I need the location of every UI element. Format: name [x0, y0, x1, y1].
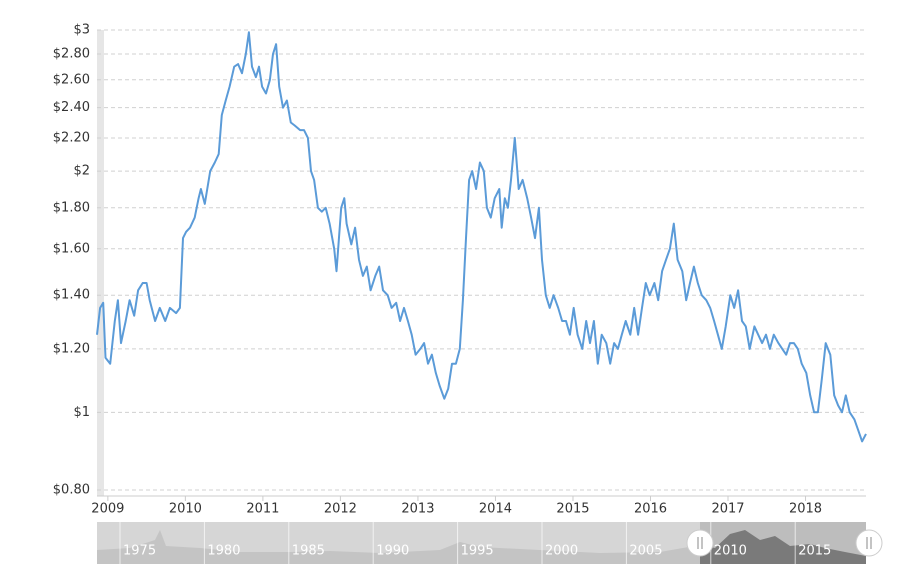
x-tick-label: 2009	[91, 502, 124, 517]
navigator-area	[97, 530, 705, 564]
start-highlight	[97, 30, 104, 496]
navigator-label: 2010	[714, 544, 747, 559]
navigator-label: 2005	[629, 544, 662, 559]
x-tick-label: 2018	[789, 502, 822, 517]
price-line	[96, 31, 867, 443]
navigator-label: 1995	[461, 544, 494, 559]
x-tick-label: 2012	[324, 502, 357, 517]
x-tick-label: 2011	[246, 502, 279, 517]
navigator-handle[interactable]	[686, 529, 714, 557]
y-tick-label: $1.80	[53, 200, 90, 215]
x-tick-label: 2017	[711, 502, 744, 517]
y-tick-label: $1.40	[53, 288, 90, 303]
x-tick-label: 2015	[556, 502, 589, 517]
y-tick-label: $0.80	[53, 483, 90, 498]
x-tick-label: 2010	[169, 502, 202, 517]
y-tick-label: $2.20	[53, 130, 90, 145]
x-tick-label: 2013	[401, 502, 434, 517]
navigator-label: 1980	[207, 544, 240, 559]
navigator-label: 1985	[292, 544, 325, 559]
y-tick-label: $2.80	[53, 47, 90, 62]
navigator: 1975 1980 1985 1990 1995 2000 2005 2010 2015	[97, 522, 883, 564]
y-tick-label: $1.60	[53, 241, 90, 256]
navigator-label: 2015	[798, 544, 831, 559]
navigator-handle[interactable]	[855, 529, 883, 557]
y-tick-label: $2	[73, 164, 90, 179]
navigator-label: 1975	[123, 544, 156, 559]
navigator-label: 2000	[545, 544, 578, 559]
y-tick-label: $1.20	[53, 341, 90, 356]
navigator-selection-area	[700, 530, 866, 564]
x-tick-label: 2014	[479, 502, 512, 517]
y-tick-label: $2.40	[53, 100, 90, 115]
y-tick-label: $2.60	[53, 72, 90, 87]
y-tick-label: $3	[73, 23, 90, 38]
navigator-label: 1990	[376, 544, 409, 559]
x-tick-label: 2016	[634, 502, 667, 517]
y-tick-label: $1	[73, 405, 90, 420]
